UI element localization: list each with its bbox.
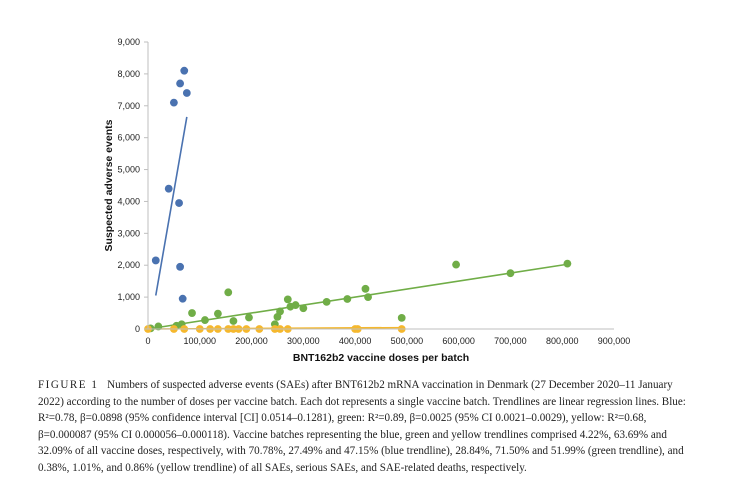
scatter-chart: 0 100,000 200,000 300,000 400,000 500,000 600,… [103,37,630,364]
data-point-1 [364,293,372,302]
x-tick-label: 800,000 [546,336,579,346]
data-point-0 [164,184,173,193]
data-point-1 [283,295,292,304]
data-point-1 [361,284,370,293]
data-point-1 [201,316,209,324]
data-point-1 [245,313,253,322]
trendline-0 [154,116,188,296]
data-point-1 [154,322,163,331]
x-axis-title: BNT162b2 vaccine doses per batch [293,352,469,364]
caption-label: FIGURE 1 [38,379,99,391]
data-point-1 [563,259,572,268]
x-tick-label: 700,000 [494,336,527,346]
y-axis-title: Suspected adverse events [103,119,115,251]
data-point-1 [229,317,238,325]
data-point-0 [178,294,187,303]
data-point-0 [151,256,160,265]
y-tick-label: 8,000 [117,69,140,79]
x-axis-ticks: 0 100,000 200,000 300,000 400,000 500,000 600,… [145,336,630,346]
y-tick-label: 2,000 [117,260,140,270]
data-point-0 [182,89,191,97]
x-tick-label: 500,000 [391,336,424,346]
y-tick-label: 7,000 [117,101,140,111]
data-point-0 [180,66,189,75]
x-tick-label: 900,000 [598,336,631,346]
data-point-1 [276,307,284,316]
y-tick-label: 1,000 [117,292,140,302]
trendline-1 [147,263,568,330]
y-tick-label: 4,000 [117,196,140,206]
data-point-1 [224,288,233,297]
data-point-0 [175,199,183,207]
x-tick-label: 0 [145,336,150,346]
data-point-1 [506,269,515,278]
x-tick-label: 100,000 [184,336,217,346]
data-point-1 [291,301,300,309]
data-point-1 [322,297,331,306]
x-tick-label: 200,000 [235,336,268,346]
x-tick-label: 300,000 [287,336,320,346]
data-point-1 [397,313,406,322]
x-tick-label: 600,000 [442,336,475,346]
x-tick-label: 400,000 [339,336,372,346]
y-tick-label: 6,000 [117,133,140,143]
data-point-1 [188,309,196,317]
data-point-0 [169,98,178,107]
trendlines [147,116,568,330]
data-point-1 [299,304,308,313]
data-point-1 [452,260,460,269]
data-point-1 [214,309,222,318]
data-point-1 [343,295,352,303]
figure-caption: FIGURE 1 Numbers of suspected adverse ev… [38,377,698,476]
data-points [144,66,572,333]
y-tick-label: 9,000 [117,37,140,47]
caption-text: Numbers of suspected adverse events (SAE… [38,379,686,474]
y-tick-label: 0 [135,324,140,334]
y-tick-label: 5,000 [117,165,140,175]
y-tick-label: 3,000 [117,228,140,238]
data-point-0 [176,262,185,271]
data-point-0 [176,79,185,88]
y-axis-ticks: 0 1,000 2,000 3,000 4,000 5,000 6,000 7,000 8,00… [117,37,148,334]
